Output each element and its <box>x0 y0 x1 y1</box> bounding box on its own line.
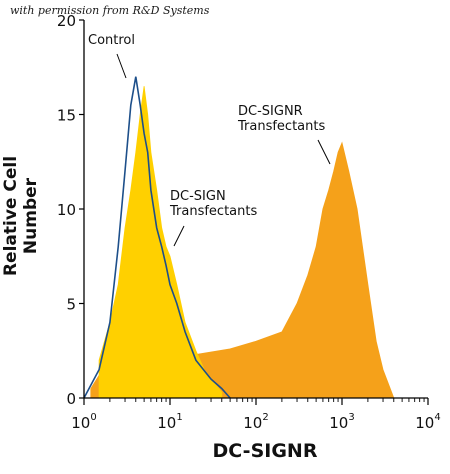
annotation-pointers <box>116 53 331 247</box>
y-tick-label: 5 <box>66 296 76 314</box>
y-tick-label: 15 <box>57 107 76 125</box>
control-pointer-line <box>116 53 127 79</box>
x-tick-label: 104 <box>415 412 440 432</box>
control-annotation: Control <box>88 33 135 48</box>
dc-signr-annotation-line-1: DC-SIGNR <box>238 104 303 119</box>
y-tick-label: 0 <box>66 390 76 408</box>
dc-signr-annotation: DC-SIGNR Transfectants <box>238 104 325 134</box>
dc-sign-annotation-line-1: DC-SIGN <box>170 189 226 204</box>
control-annotation-line-1: Control <box>88 33 135 48</box>
y-tick-label: 20 <box>57 12 76 30</box>
x-tick-label: 100 <box>71 412 96 432</box>
x-tick-label: 101 <box>157 412 182 432</box>
y-tick-label: 10 <box>57 201 76 219</box>
ticks-layer: 0 5 10 15 20 100 101 102 103 104 <box>57 12 441 432</box>
permission-watermark: with permission from R&D Systems <box>10 4 210 17</box>
x-tick-label: 103 <box>329 412 354 432</box>
x-tick-label: 102 <box>243 412 268 432</box>
dc-sign-annotation: DC-SIGN Transfectants <box>170 189 257 219</box>
dc-sign-annotation-line-2: Transfectants <box>170 204 258 219</box>
control-histogram-line <box>83 76 231 399</box>
series-layer <box>83 76 395 399</box>
x-axis-label: DC-SIGNR <box>212 440 318 462</box>
dc-sign-pointer-line <box>173 225 185 247</box>
y-axis-label: Relative Cell Number <box>1 155 41 277</box>
dc-signr-annotation-line-2: Transfectants <box>238 119 326 134</box>
dc-signr-pointer-line <box>317 139 331 165</box>
